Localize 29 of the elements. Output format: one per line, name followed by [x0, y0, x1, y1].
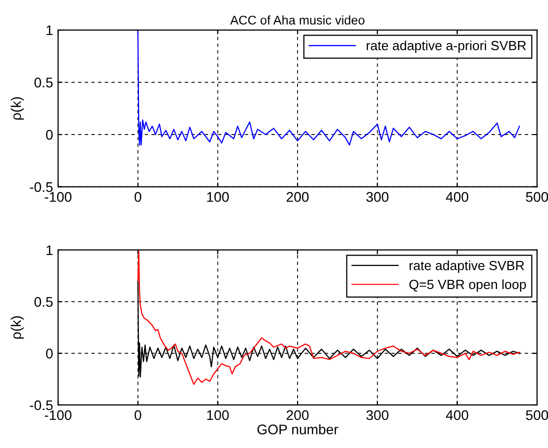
x-tick-label: 300: [366, 410, 388, 420]
legend-label: rate adaptive a-priori SVBR: [366, 40, 526, 53]
y-tick-label: 0: [46, 348, 53, 358]
y-tick-label: 0.5: [34, 78, 53, 88]
chart-title: ACC of Aha music video: [230, 15, 364, 25]
x-tick-label: 300: [366, 192, 388, 202]
y-axis-title: ρ(k): [10, 316, 24, 339]
y-tick-label: 1: [46, 25, 53, 36]
x-tick-label: 500: [526, 192, 548, 202]
legend-label: rate adaptive SVBR: [410, 260, 524, 273]
y-tick-label: 0: [46, 130, 53, 140]
legend-label: Q=5 VBR open loop: [409, 279, 526, 292]
y-tick-label: 1: [46, 245, 53, 256]
x-tick-label: 0: [134, 192, 142, 202]
x-tick-label: 200: [286, 410, 309, 420]
y-axis-title: ρ(k): [10, 97, 24, 120]
x-tick-label: 100: [207, 410, 229, 420]
x-axis-title: GOP number: [257, 424, 338, 434]
x-tick-label: -100: [44, 410, 72, 420]
x-tick-label: 200: [286, 192, 309, 202]
x-tick-label: 0: [134, 410, 142, 420]
y-tick-label: -0.5: [30, 400, 53, 410]
y-tick-label: 0.5: [34, 296, 53, 307]
y-tick-label: -0.5: [30, 182, 53, 192]
x-tick-label: 100: [207, 192, 229, 202]
x-tick-label: -100: [44, 192, 72, 202]
x-tick-label: 400: [446, 410, 468, 420]
x-tick-label: 400: [446, 192, 468, 202]
x-tick-label: 500: [526, 410, 548, 420]
